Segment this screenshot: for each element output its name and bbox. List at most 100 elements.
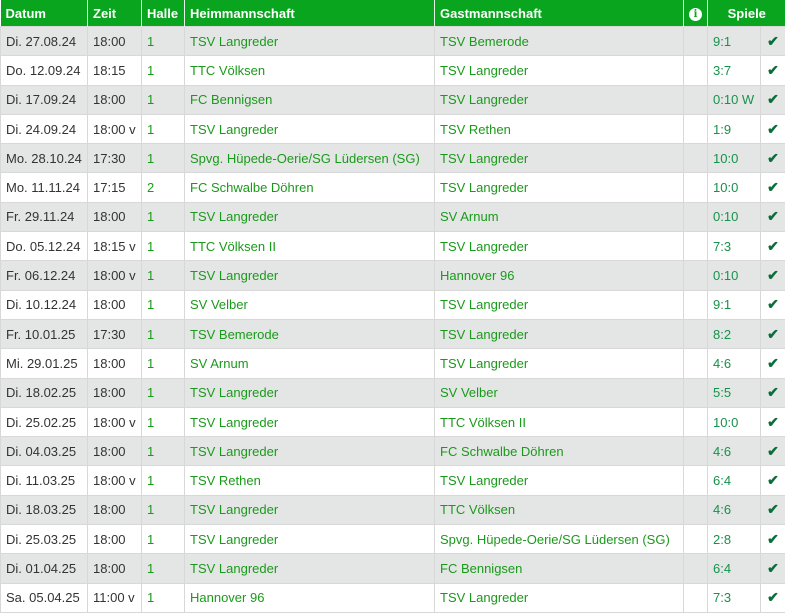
cell-heim[interactable]: SV Arnum — [185, 349, 435, 378]
cell-zeit: 18:00 — [88, 525, 142, 554]
cell-spiele[interactable]: 10:0 — [708, 407, 761, 436]
cell-spiele[interactable]: 7:3 — [708, 232, 761, 261]
cell-spiele[interactable]: 3:7 — [708, 56, 761, 85]
cell-datum: Fr. 06.12.24 — [1, 261, 88, 290]
info-icon[interactable]: i — [689, 8, 702, 21]
cell-gast[interactable]: SV Arnum — [435, 202, 684, 231]
cell-spiele[interactable]: 0:10 — [708, 202, 761, 231]
cell-gast[interactable]: TSV Bemerode — [435, 27, 684, 56]
cell-zeit: 17:30 — [88, 319, 142, 348]
cell-spiele[interactable]: 1:9 — [708, 114, 761, 143]
cell-heim[interactable]: TSV Langreder — [185, 554, 435, 583]
cell-halle: 1 — [142, 290, 185, 319]
cell-spiele[interactable]: 0:10 — [708, 261, 761, 290]
cell-zeit: 18:00 — [88, 85, 142, 114]
cell-gast[interactable]: TSV Langreder — [435, 319, 684, 348]
cell-gast[interactable]: TSV Langreder — [435, 85, 684, 114]
check-icon: ✔ — [767, 560, 779, 576]
cell-heim[interactable]: TSV Langreder — [185, 114, 435, 143]
cell-heim[interactable]: SV Velber — [185, 290, 435, 319]
cell-heim[interactable]: TSV Langreder — [185, 437, 435, 466]
cell-spiele[interactable]: 9:1 — [708, 290, 761, 319]
cell-info — [684, 232, 708, 261]
cell-halle: 1 — [142, 232, 185, 261]
cell-info — [684, 202, 708, 231]
cell-status: ✔ — [761, 554, 785, 583]
cell-heim[interactable]: FC Schwalbe Döhren — [185, 173, 435, 202]
header-heim[interactable]: Heimmannschaft — [185, 0, 435, 27]
cell-datum: Mo. 28.10.24 — [1, 144, 88, 173]
cell-info — [684, 407, 708, 436]
cell-spiele[interactable]: 8:2 — [708, 319, 761, 348]
cell-heim[interactable]: TSV Rethen — [185, 466, 435, 495]
cell-spiele[interactable]: 4:6 — [708, 437, 761, 466]
cell-zeit: 18:00 — [88, 27, 142, 56]
cell-datum: Di. 24.09.24 — [1, 114, 88, 143]
cell-spiele[interactable]: 7:3 — [708, 583, 761, 612]
cell-spiele[interactable]: 5:5 — [708, 378, 761, 407]
cell-gast[interactable]: FC Schwalbe Döhren — [435, 437, 684, 466]
cell-heim[interactable]: Spvg. Hüpede-Oerie/SG Lüdersen (SG) — [185, 144, 435, 173]
cell-spiele[interactable]: 10:0 — [708, 173, 761, 202]
cell-spiele[interactable]: 10:0 — [708, 144, 761, 173]
cell-gast[interactable]: TTC Völksen II — [435, 407, 684, 436]
cell-gast[interactable]: TTC Völksen — [435, 495, 684, 524]
cell-halle: 1 — [142, 85, 185, 114]
check-icon: ✔ — [767, 414, 779, 430]
cell-gast[interactable]: TSV Rethen — [435, 114, 684, 143]
cell-gast[interactable]: Spvg. Hüpede-Oerie/SG Lüdersen (SG) — [435, 525, 684, 554]
cell-gast[interactable]: SV Velber — [435, 378, 684, 407]
header-halle[interactable]: Halle — [142, 0, 185, 27]
cell-info — [684, 85, 708, 114]
cell-gast[interactable]: TSV Langreder — [435, 290, 684, 319]
cell-heim[interactable]: TSV Langreder — [185, 27, 435, 56]
cell-zeit: 18:00 — [88, 495, 142, 524]
header-datum[interactable]: Datum — [1, 0, 88, 27]
cell-heim[interactable]: TSV Bemerode — [185, 319, 435, 348]
header-spiele[interactable]: Spiele — [708, 0, 785, 27]
cell-gast[interactable]: TSV Langreder — [435, 232, 684, 261]
cell-spiele[interactable]: 6:4 — [708, 554, 761, 583]
cell-heim[interactable]: TTC Völksen II — [185, 232, 435, 261]
header-gast[interactable]: Gastmannschaft — [435, 0, 684, 27]
cell-spiele[interactable]: 6:4 — [708, 466, 761, 495]
cell-datum: Fr. 10.01.25 — [1, 319, 88, 348]
cell-halle: 1 — [142, 144, 185, 173]
cell-gast[interactable]: TSV Langreder — [435, 144, 684, 173]
header-info: i — [684, 0, 708, 27]
cell-spiele[interactable]: 4:6 — [708, 495, 761, 524]
cell-spiele[interactable]: 2:8 — [708, 525, 761, 554]
cell-halle: 1 — [142, 495, 185, 524]
cell-heim[interactable]: TSV Langreder — [185, 525, 435, 554]
cell-heim[interactable]: TSV Langreder — [185, 202, 435, 231]
cell-info — [684, 466, 708, 495]
check-icon: ✔ — [767, 355, 779, 371]
cell-heim[interactable]: TSV Langreder — [185, 495, 435, 524]
cell-gast[interactable]: Hannover 96 — [435, 261, 684, 290]
cell-heim[interactable]: TSV Langreder — [185, 378, 435, 407]
cell-halle: 1 — [142, 437, 185, 466]
cell-spiele[interactable]: 9:1 — [708, 27, 761, 56]
cell-gast[interactable]: FC Bennigsen — [435, 554, 684, 583]
cell-heim[interactable]: FC Bennigsen — [185, 85, 435, 114]
header-zeit[interactable]: Zeit — [88, 0, 142, 27]
cell-spiele[interactable]: 4:6 — [708, 349, 761, 378]
cell-heim[interactable]: TTC Völksen — [185, 56, 435, 85]
cell-gast[interactable]: TSV Langreder — [435, 56, 684, 85]
cell-spiele[interactable]: 0:10 W — [708, 85, 761, 114]
cell-gast[interactable]: TSV Langreder — [435, 349, 684, 378]
cell-heim[interactable]: Hannover 96 — [185, 583, 435, 612]
cell-gast[interactable]: TSV Langreder — [435, 583, 684, 612]
cell-heim[interactable]: TSV Langreder — [185, 261, 435, 290]
cell-status: ✔ — [761, 173, 785, 202]
cell-gast[interactable]: TSV Langreder — [435, 466, 684, 495]
cell-status: ✔ — [761, 261, 785, 290]
cell-info — [684, 56, 708, 85]
cell-heim[interactable]: TSV Langreder — [185, 407, 435, 436]
cell-gast[interactable]: TSV Langreder — [435, 173, 684, 202]
